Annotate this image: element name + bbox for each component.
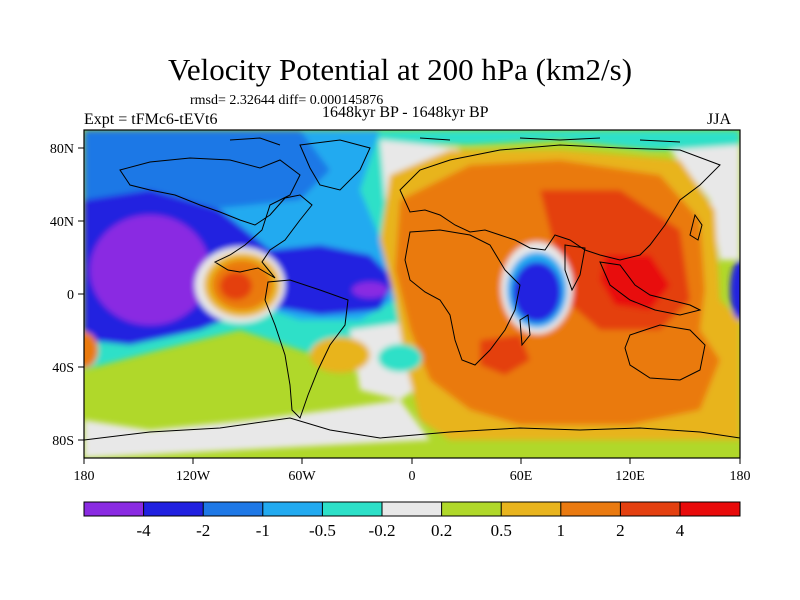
coast-madagascar [519, 314, 531, 347]
colorbar-box [680, 502, 740, 516]
coast-japan [689, 213, 703, 241]
colorbar-label: -1 [256, 521, 270, 540]
colorbar-boxes [84, 502, 740, 516]
lon-axis: 180 120W 60W 0 60E 120E 180 [74, 469, 751, 484]
lon-tick-label: 180 [74, 469, 95, 484]
field-gold-satl [310, 337, 370, 373]
field-midblue-north [84, 130, 330, 210]
lat-tick-marks [78, 147, 84, 441]
colorbar-box [262, 502, 323, 516]
contour-field [84, 130, 740, 458]
coastlines [84, 137, 740, 441]
lon-tick-label: 60E [510, 469, 533, 484]
field-white-right [670, 145, 740, 260]
lon-tick-label: 120W [176, 469, 211, 484]
field-redorange-africa [480, 335, 530, 375]
colorbar-label: -4 [137, 521, 152, 540]
lat-tick-label: 40S [52, 361, 74, 376]
coast-southeast-asia [599, 261, 702, 316]
colorbar-box [382, 502, 442, 516]
coast-arctic-islands [229, 137, 681, 146]
colorbar-label: -0.2 [369, 521, 396, 540]
colorbar-box [322, 502, 382, 516]
coast-antarctica [84, 417, 740, 441]
colorbar-label: 0.5 [491, 521, 512, 540]
colorbar-box [501, 502, 561, 516]
lon-tick-label: 180 [730, 469, 751, 484]
colorbar-label: 0.2 [431, 521, 452, 540]
field-white-south [84, 400, 430, 458]
period-text: 1648kyr BP - 1648kyr BP [322, 104, 489, 121]
colorbar-box [441, 502, 502, 516]
field-cyan-satl [378, 344, 422, 372]
field-blue-eastedge [730, 260, 740, 320]
colorbar-box [203, 502, 263, 516]
colorbar-box [560, 502, 621, 516]
field-redorange-epac [220, 272, 252, 300]
lat-tick-label: 80N [50, 142, 74, 157]
coast-india [564, 244, 586, 292]
map-plot: 180 120W 60W 0 60E 120E 180 80N 40N 0 40… [50, 129, 751, 484]
lat-tick-label: 0 [67, 288, 74, 303]
lat-tick-label: 80S [52, 434, 74, 449]
colorbar-dividers [143, 502, 681, 516]
season-label: JJA [707, 111, 732, 128]
field-purple-pacific [90, 215, 210, 325]
coast-north-america [119, 157, 313, 279]
coast-greenland [299, 139, 371, 191]
colorbar-box [143, 502, 204, 516]
field-orange-westedge [84, 332, 98, 368]
colorbar-box [620, 502, 680, 516]
lat-axis: 80N 40N 0 40S 80S [50, 142, 74, 449]
field-blue-indian [513, 262, 561, 322]
tick-marks [78, 147, 741, 464]
colorbar-box [84, 502, 144, 516]
lon-tick-marks [83, 458, 741, 464]
lat-tick-label: 40N [50, 215, 74, 230]
colorbar-divider-lines [143, 502, 681, 516]
coast-australia [624, 324, 706, 381]
colorbar-label: -2 [196, 521, 210, 540]
lon-tick-label: 60W [288, 469, 316, 484]
colorbar-labels: -4 -2 -1 -0.5 -0.2 0.2 0.5 1 2 4 [137, 521, 685, 540]
coast-europe-asia [399, 144, 721, 261]
lon-tick-label: 120E [615, 469, 645, 484]
coast-south-america [264, 279, 349, 419]
colorbar: -4 -2 -1 -0.5 -0.2 0.2 0.5 1 2 4 [83, 501, 741, 540]
colorbar-label: 1 [557, 521, 566, 540]
coast-africa [404, 229, 521, 366]
field-red-core [600, 255, 670, 310]
colorbar-frame [83, 501, 741, 517]
colorbar-label: -0.5 [309, 521, 336, 540]
field-purple-small [352, 282, 388, 298]
colorbar-label: 4 [676, 521, 685, 540]
stats-text: rmsd= 2.32644 diff= 0.000145876 [190, 93, 384, 108]
experiment-label: Expt = tFMc6-tEVt6 [84, 111, 218, 128]
lon-tick-label: 0 [409, 469, 416, 484]
figure-title: Velocity Potential at 200 hPa (km2/s) [167, 52, 633, 87]
colorbar-label: 2 [616, 521, 625, 540]
